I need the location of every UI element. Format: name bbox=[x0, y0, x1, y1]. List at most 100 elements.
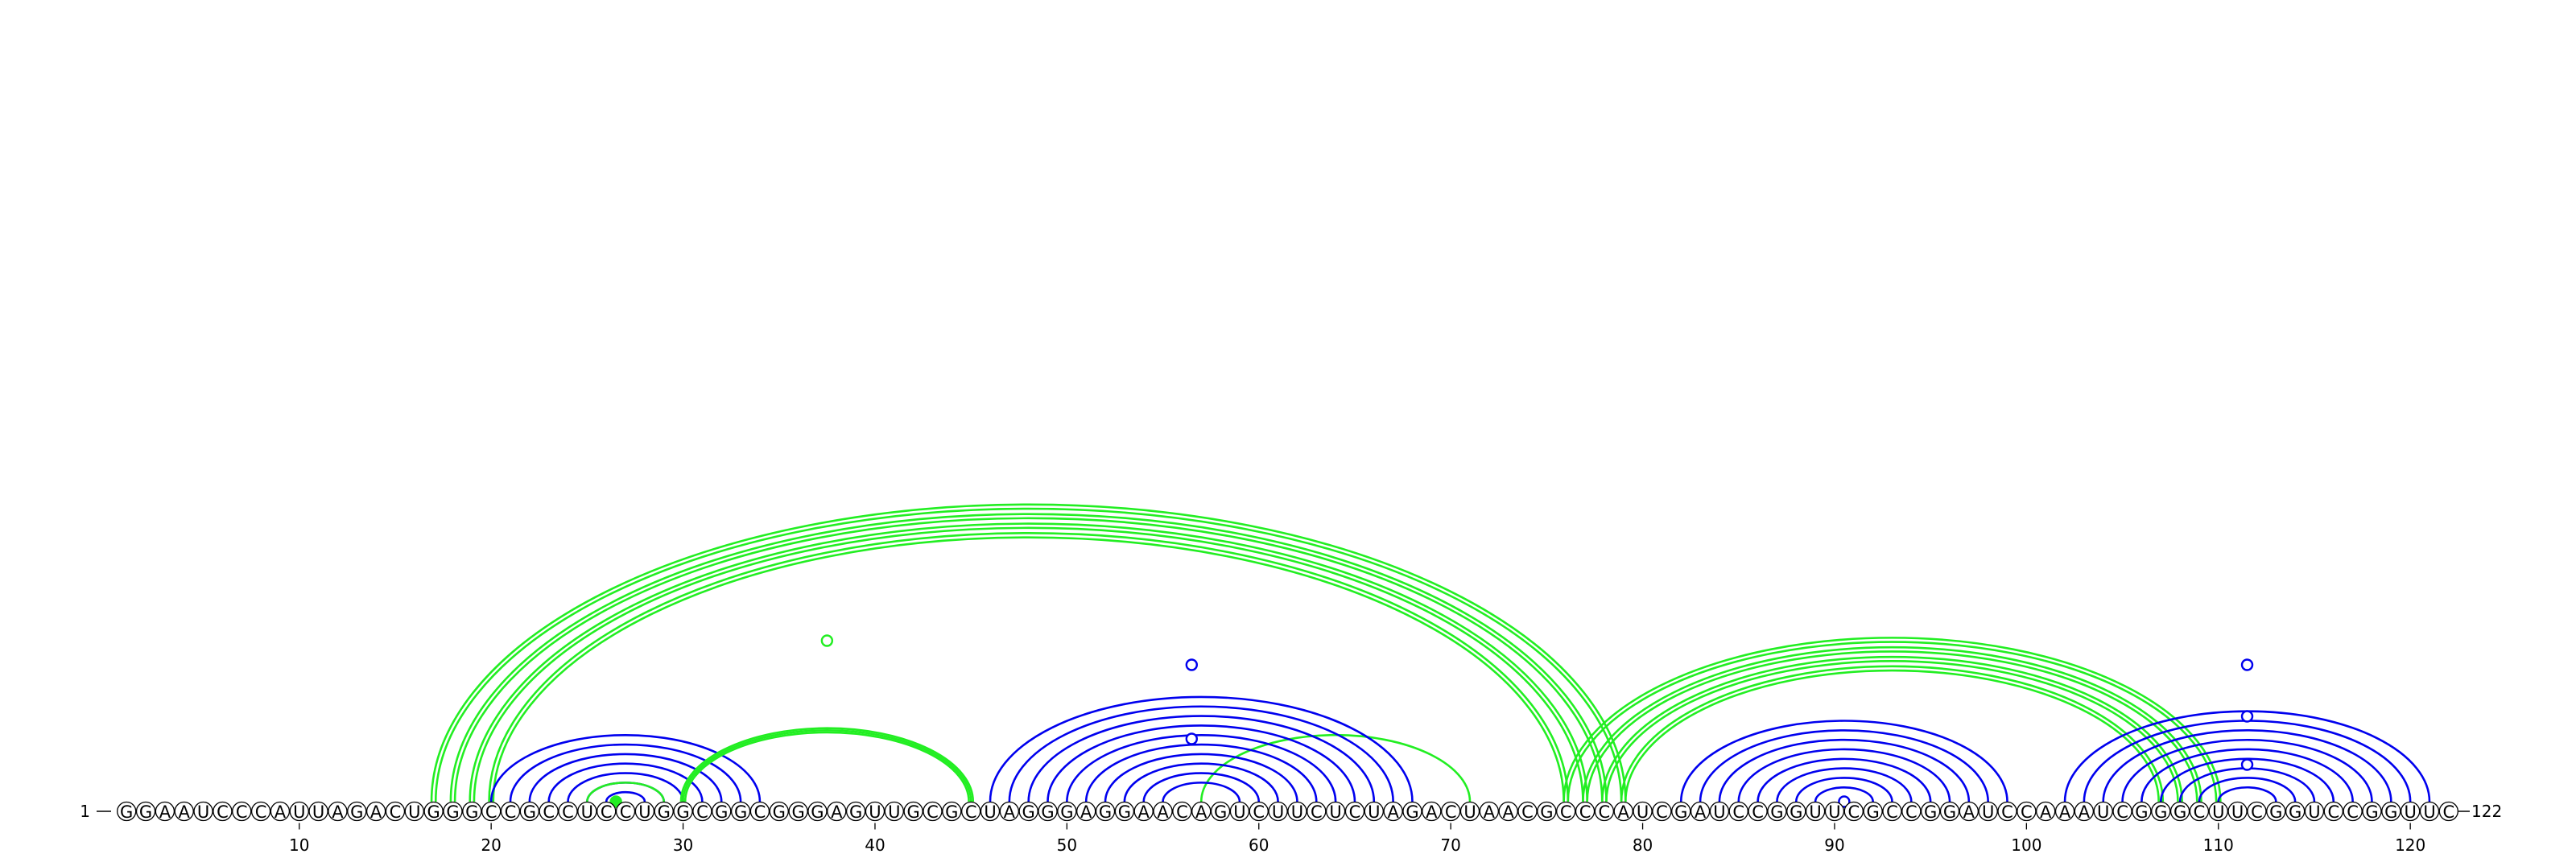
nucleotide-letter: G bbox=[734, 802, 747, 822]
nucleotide-circle bbox=[1843, 801, 1864, 822]
nucleotide-letter: U bbox=[2308, 802, 2320, 822]
nucleotide-letter: U bbox=[312, 802, 324, 822]
nucleotide-circle bbox=[213, 801, 233, 822]
nucleotide-73: A bbox=[1498, 801, 1518, 822]
nucleotide-36: G bbox=[788, 801, 808, 822]
nucleotide-letter: G bbox=[2365, 802, 2378, 822]
nucleotide-circle bbox=[1594, 801, 1615, 822]
nucleotide-16: U bbox=[404, 801, 424, 822]
nucleotide-letter: G bbox=[120, 802, 133, 822]
nucleotide-29: G bbox=[654, 801, 674, 822]
base-pair-arc-82-99 bbox=[1679, 720, 2008, 802]
nucleotide-circle bbox=[2036, 801, 2056, 822]
nucleotide-letter: G bbox=[1099, 802, 1112, 822]
nucleotide-77: C bbox=[1575, 801, 1596, 822]
nucleotide-12: A bbox=[328, 801, 348, 822]
nucleotide-circle bbox=[865, 801, 886, 822]
base-pair-arc-77-109-strand-2 bbox=[1582, 646, 2202, 802]
nucleotide-circle bbox=[1805, 801, 1826, 822]
base-pair-arc-78-108-strand-2 bbox=[1600, 655, 2183, 802]
nucleotide-circle bbox=[712, 801, 732, 822]
nucleotide-48: G bbox=[1018, 801, 1038, 822]
nucleotide-letter: G bbox=[849, 802, 862, 822]
nucleotide-115: U bbox=[2304, 801, 2325, 822]
nucleotide-89: U bbox=[1805, 801, 1826, 822]
nucleotide-letter: U bbox=[2212, 802, 2224, 822]
nucleotide-circle bbox=[1172, 801, 1192, 822]
base-pair-arc-109-114 bbox=[2198, 777, 2297, 802]
nucleotide-letter: C bbox=[2116, 802, 2128, 822]
nucleotide-letter: A bbox=[2059, 802, 2071, 822]
base-pair-arc-19-77-strand-1 bbox=[473, 526, 1584, 802]
base-pair-arc-87-94 bbox=[1776, 767, 1913, 802]
nucleotide-letter: C bbox=[1886, 802, 1898, 822]
nucleotide-circle bbox=[193, 801, 213, 822]
nucleotide-circle bbox=[1038, 801, 1058, 822]
nucleotide-letter: C bbox=[217, 802, 229, 822]
nucleotide-circle bbox=[2093, 801, 2113, 822]
nucleotide-66: U bbox=[1364, 801, 1384, 822]
nucleotide-74: C bbox=[1517, 801, 1538, 822]
nucleotide-52: G bbox=[1095, 801, 1116, 822]
base-pair-arc-20-76-strand-1 bbox=[492, 536, 1565, 802]
nucleotide-circle bbox=[845, 801, 866, 822]
nucleotide-45: C bbox=[961, 801, 981, 822]
nucleotide-3: A bbox=[155, 801, 175, 822]
nucleotide-circle bbox=[1018, 801, 1038, 822]
nucleotide-6: C bbox=[213, 801, 233, 822]
nucleotide-circle bbox=[961, 801, 981, 822]
nucleotide-circle bbox=[2112, 801, 2132, 822]
nucleotide-circle bbox=[174, 801, 194, 822]
nucleotide-letter: A bbox=[332, 802, 344, 822]
nucleotide-circle bbox=[385, 801, 406, 822]
base-pair-arc-106-117 bbox=[2140, 748, 2354, 802]
nucleotide-118: G bbox=[2362, 801, 2382, 822]
nucleotide-circle bbox=[1517, 801, 1538, 822]
nucleotide-62: U bbox=[1287, 801, 1307, 822]
nucleotide-84: U bbox=[1709, 801, 1730, 822]
nucleotide-circle bbox=[1287, 801, 1307, 822]
nucleotide-38: A bbox=[827, 801, 847, 822]
nucleotide-circle bbox=[942, 801, 962, 822]
nucleotide-49: G bbox=[1038, 801, 1058, 822]
nucleotide-circle bbox=[539, 801, 559, 822]
nucleotide-69: A bbox=[1422, 801, 1442, 822]
nucleotide-94: C bbox=[1901, 801, 1922, 822]
sequence-end-label: 122 bbox=[2471, 802, 2502, 821]
nucleotide-letter: C bbox=[543, 802, 555, 822]
base-pair-arc-86-95 bbox=[1757, 757, 1932, 802]
nucleotide-letter: C bbox=[1349, 802, 1361, 822]
nucleotide-108: G bbox=[2169, 801, 2190, 822]
tick-label-40: 40 bbox=[865, 835, 885, 855]
nucleotide-letter: C bbox=[390, 802, 402, 822]
base-pair-arc-79-107-strand-1 bbox=[1624, 669, 2160, 802]
nucleotide-letter: C bbox=[1752, 802, 1764, 822]
nucleotide-79: A bbox=[1613, 801, 1633, 822]
nucleotide-letter: G bbox=[1924, 802, 1937, 822]
nucleotide-letter: C bbox=[2001, 802, 2013, 822]
nucleotide-letter: C bbox=[236, 802, 248, 822]
nucleotide-letter: A bbox=[1963, 802, 1975, 822]
nucleotide-circle bbox=[1402, 801, 1422, 822]
nucleotide-37: G bbox=[807, 801, 828, 822]
nucleotide-43: C bbox=[923, 801, 943, 822]
nucleotide-circle bbox=[1978, 801, 1998, 822]
nucleotide-letter: G bbox=[715, 802, 728, 822]
nucleotide-letter: G bbox=[2154, 802, 2167, 822]
nucleotide-letter: G bbox=[773, 802, 786, 822]
nucleotide-circle bbox=[365, 801, 386, 822]
base-pair-arc-110-113 bbox=[2217, 786, 2277, 802]
tick-label-20: 20 bbox=[481, 835, 501, 855]
nucleotide-circle bbox=[1268, 801, 1288, 822]
nucleotide-1: G bbox=[117, 801, 137, 822]
nucleotide-circle bbox=[1364, 801, 1384, 822]
nucleotide-11: U bbox=[308, 801, 328, 822]
nucleotide-letter: G bbox=[811, 802, 824, 822]
nucleotide-letter: U bbox=[1828, 802, 1840, 822]
nucleotide-21: C bbox=[500, 801, 521, 822]
nucleotide-circle bbox=[2438, 801, 2458, 822]
nucleotide-93: C bbox=[1882, 801, 1902, 822]
nucleotide-circle bbox=[232, 801, 252, 822]
nucleotide-letter: U bbox=[2404, 802, 2416, 822]
tick-label-80: 80 bbox=[1633, 835, 1653, 855]
